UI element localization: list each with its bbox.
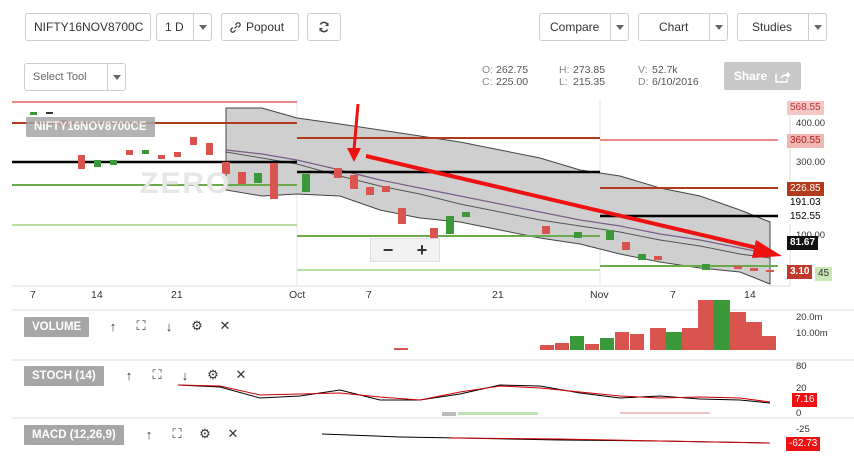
studies-select[interactable]: Studies [737,13,827,41]
stoch-controls: ↑ ⛶ ↓ ⚙ ✕ [122,367,248,383]
symbol-text: NIFTY16NOV8700C [34,20,144,34]
ohlc-low: L: 215.35 [559,76,606,88]
stoch-label: STOCH (14) [24,366,104,386]
gear-icon[interactable]: ⚙ [191,318,203,333]
x-tick: 21 [171,289,183,301]
annotation-arrow [352,103,360,151]
price-tag: 45 [815,267,833,281]
arrow-up-icon[interactable]: ↑ [125,367,133,383]
studies-label: Studies [752,20,793,34]
interval-text: 1 D [165,20,184,34]
annotation-trend-arrow [365,154,767,252]
x-tick: Nov [590,289,609,301]
refresh-icon [319,21,329,33]
y-tick: 10.00m [796,328,828,339]
expand-icon[interactable]: ⛶ [136,318,146,333]
macd-value-tag: -62.73 [786,437,821,451]
moving-average-line [225,149,771,255]
price-tag: 81.67 [787,236,819,250]
share-label: Share [733,69,768,83]
price-tag: 360.55 [787,134,824,148]
refresh-button[interactable] [307,13,341,41]
chevron-down-icon [107,64,125,90]
chevron-down-icon [610,14,628,40]
macd-controls: ↑ ⛶ ⚙ ✕ [142,426,240,442]
x-tick: 14 [744,289,756,301]
y-tick: 100.00 [796,230,825,241]
macd-label: MACD (12,26,9) [24,425,124,445]
close-icon[interactable]: ✕ [227,426,239,441]
share-icon [775,71,791,83]
y-tick: 80 [796,361,807,372]
chevron-down-icon [193,14,211,40]
arrow-up-icon[interactable]: ↑ [145,426,153,442]
expand-icon[interactable]: ⛶ [172,426,182,441]
select-tool-dropdown[interactable]: Select Tool [24,63,126,91]
zoom-out-button[interactable]: − [382,239,394,260]
chart-select[interactable]: Chart [638,13,728,41]
volume-controls: ↑ ⛶ ↓ ⚙ ✕ [106,318,232,334]
price-tag: 568.55 [787,101,824,115]
y-tick: -25 [796,424,810,435]
chevron-down-icon [709,14,727,40]
arrow-down-icon[interactable]: ↓ [165,318,173,334]
chevron-down-icon [808,14,826,40]
compare-label: Compare [550,20,600,34]
price-tag: 191.03 [787,196,824,210]
x-tick: 7 [30,289,36,301]
arrow-down-icon[interactable]: ↓ [181,367,189,383]
x-tick: 7 [670,289,676,301]
price-tag: 226.85 [787,182,824,196]
close-icon[interactable]: ✕ [219,318,231,333]
interval-select[interactable]: 1 D [156,13,212,41]
ohlc-volume: V: 52.7k [638,64,678,76]
y-tick: 0 [796,408,802,419]
y-tick: 20.0m [796,312,823,323]
close-icon[interactable]: ✕ [235,367,247,382]
gear-icon[interactable]: ⚙ [199,426,211,441]
y-tick: 300.00 [796,157,826,168]
ohlc-open: O: 262.75 [482,64,529,76]
x-tick: Oct [289,289,306,301]
gear-icon[interactable]: ⚙ [207,367,219,382]
x-tick: 7 [366,289,372,301]
compare-select[interactable]: Compare [539,13,629,41]
link-icon [230,21,241,33]
x-tick: 21 [492,289,504,301]
price-tag: 152.55 [787,210,824,224]
bollinger-band [225,107,771,285]
share-button[interactable]: Share [724,62,801,90]
symbol-input[interactable]: NIFTY16NOV8700C [25,13,151,41]
chart-canvas[interactable] [0,97,854,465]
ohlc-high: H: 273.85 [559,64,606,76]
select-tool-label: Select Tool [33,71,87,83]
y-tick: 20 [796,383,807,394]
volume-label: VOLUME [24,317,90,337]
ohlc-close: C: 225.00 [482,76,529,88]
popout-button[interactable]: Popout [221,13,299,41]
zoom-in-button[interactable]: + [416,239,428,260]
stoch-line [177,384,771,404]
x-tick: 14 [91,289,103,301]
arrow-up-icon[interactable]: ↑ [109,318,117,334]
zoom-controls: − + [370,238,440,262]
chart-label: Chart [659,20,689,34]
ohlc-date: D: 6/10/2016 [638,76,699,88]
symbol-legend: NIFTY16NOV8700CE [26,117,155,137]
watermark: ZERO [140,167,232,200]
popout-label: Popout [246,20,285,34]
volume-bars [394,300,776,350]
y-tick: 400.00 [796,118,826,129]
expand-icon[interactable]: ⛶ [152,367,162,382]
price-tag: 3.10 [787,265,813,279]
stoch-value-tag: 7.16 [792,393,818,407]
